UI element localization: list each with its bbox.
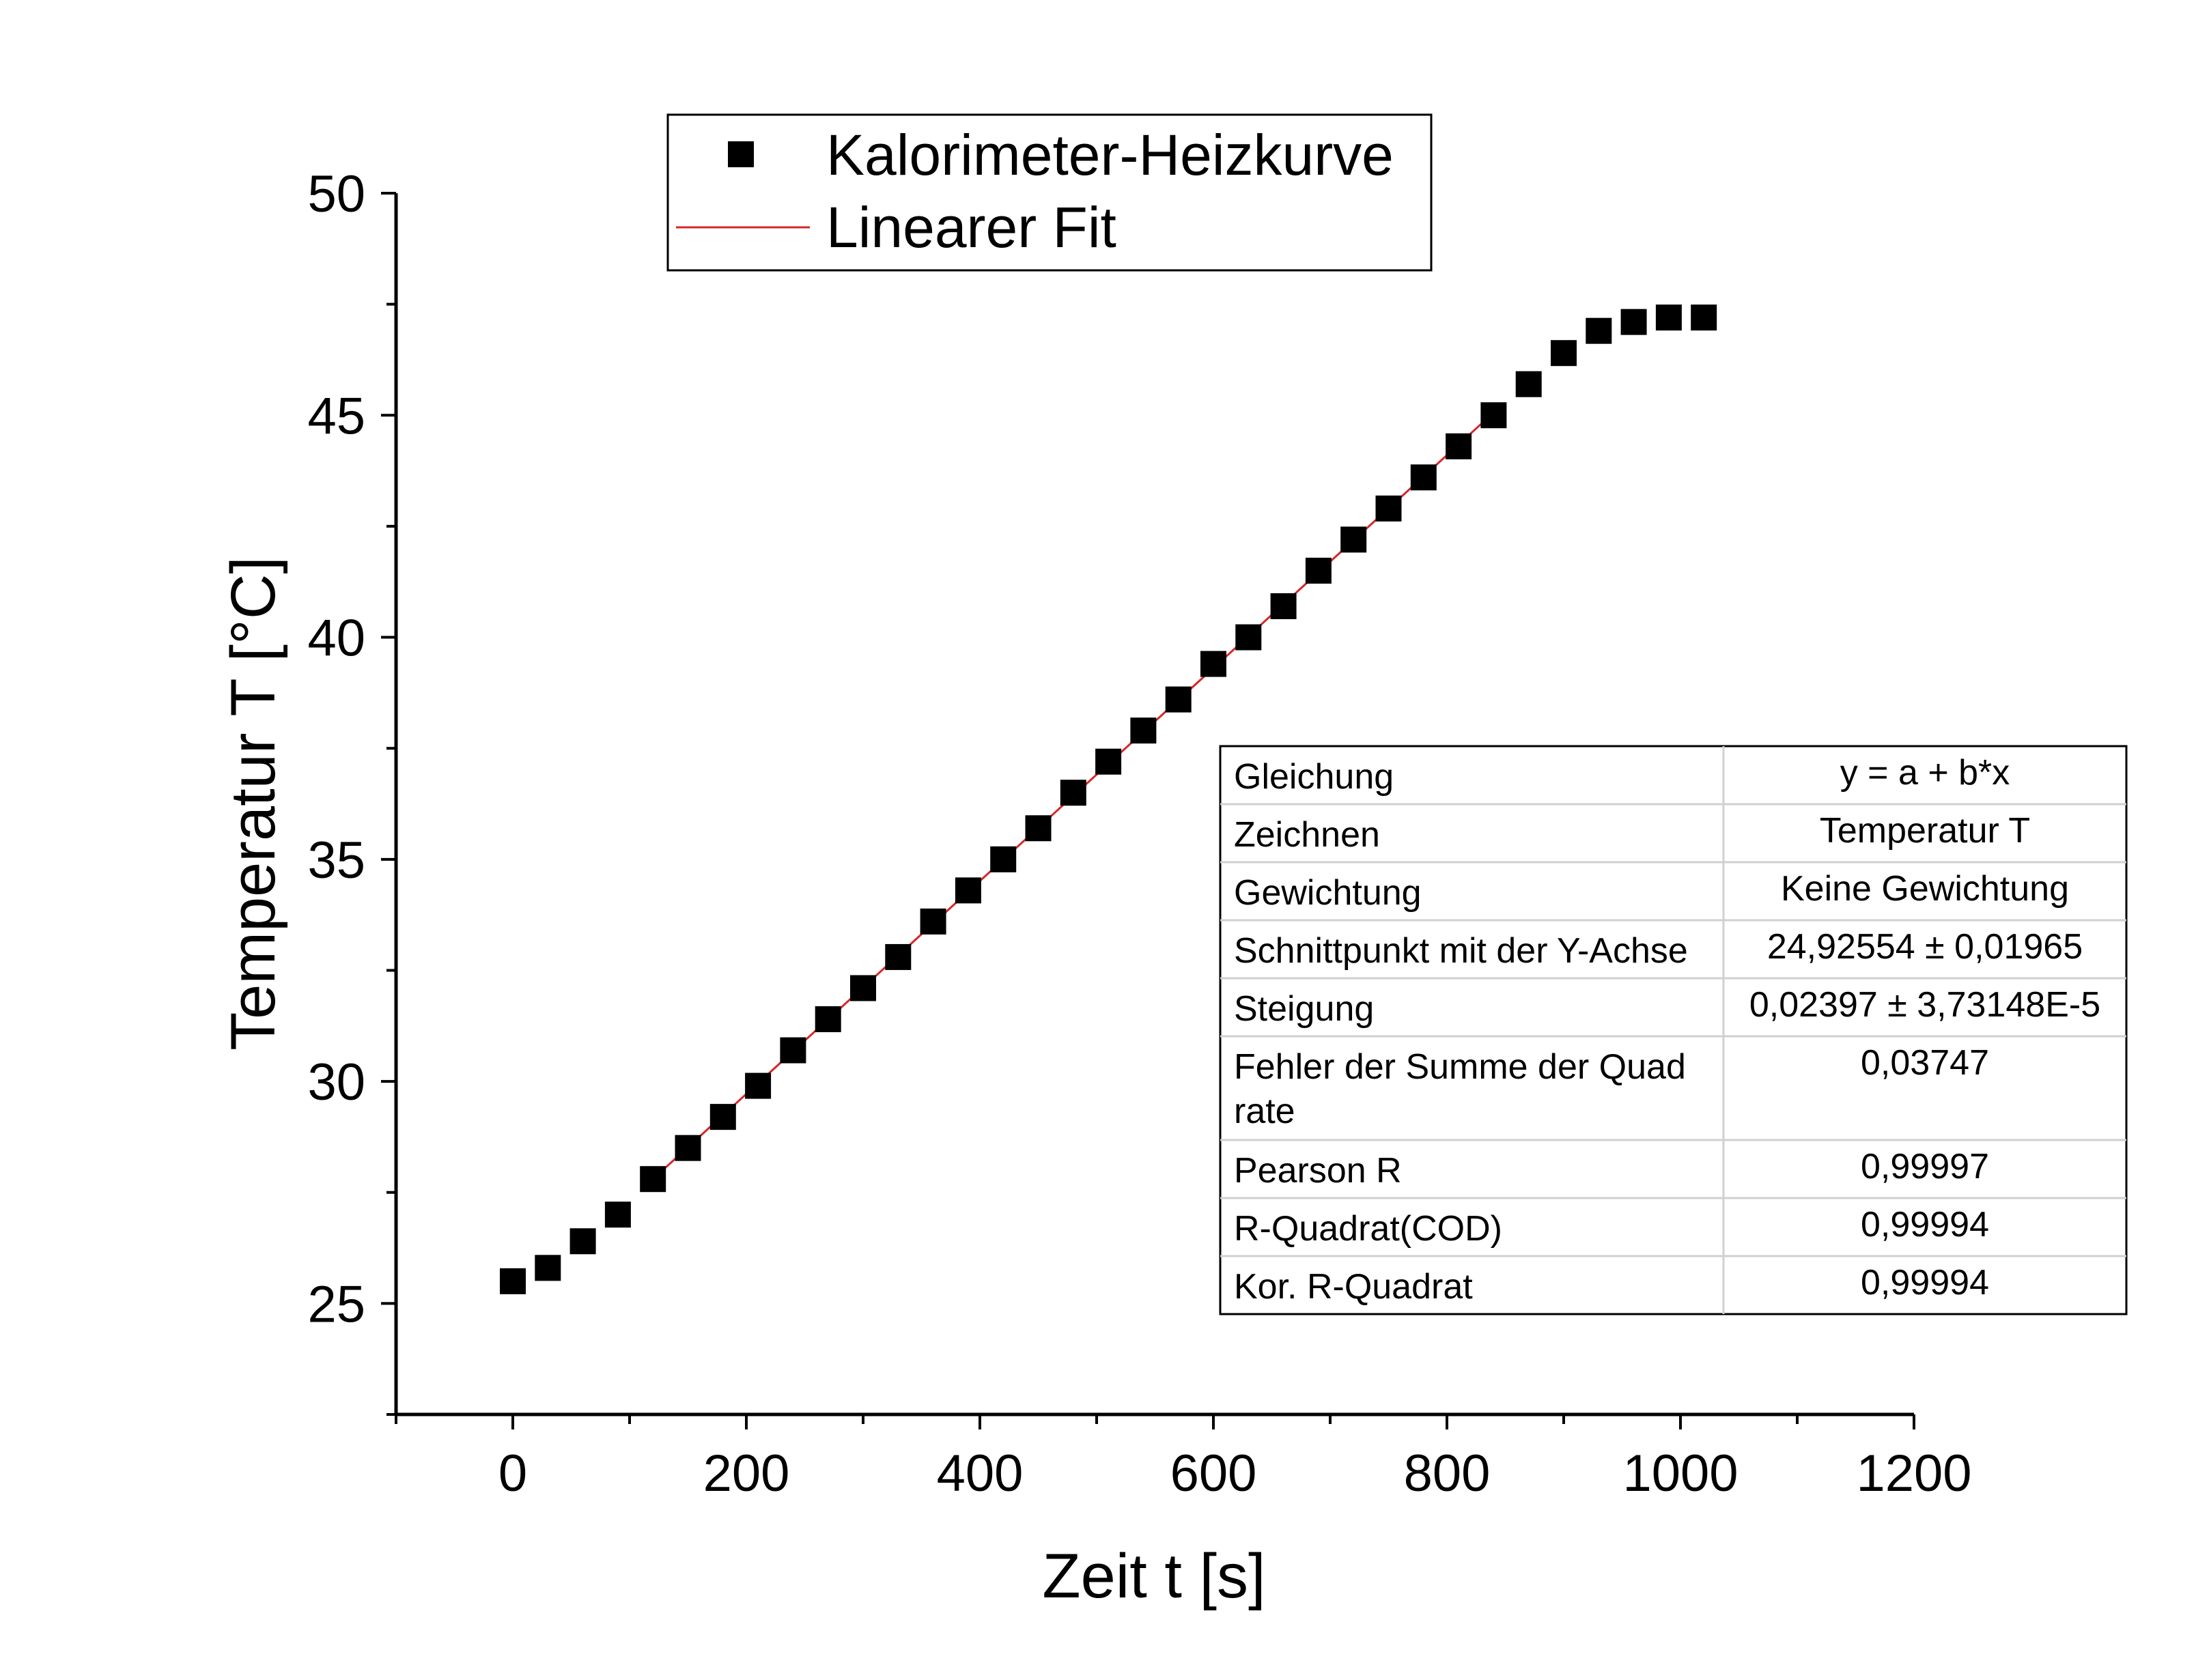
data-point	[1235, 624, 1262, 651]
data-point	[1095, 748, 1122, 775]
data-point	[1410, 464, 1437, 491]
data-point	[1130, 717, 1157, 744]
table-row-value: 24,92554 ± 0,01965	[1767, 927, 2083, 967]
data-point	[569, 1228, 596, 1255]
data-point	[955, 877, 981, 904]
data-point	[1655, 304, 1682, 331]
y-tick-label: 25	[307, 1275, 365, 1333]
fit-results-table: Gleichung y = a + b*x Zeichnen Temperatur T…	[1219, 745, 2128, 1315]
y-tick-label: 40	[307, 610, 365, 668]
data-point	[1480, 402, 1507, 429]
table-row-label: Kor. R-Quadrat	[1234, 1267, 1473, 1307]
data-point	[1586, 317, 1612, 344]
x-tick-label: 200	[703, 1444, 790, 1503]
table-row-value: 0,03747	[1861, 1043, 1989, 1083]
y-tick-label: 45	[307, 387, 365, 445]
legend-label-heizkurve: Kalorimeter-Heizkurve	[826, 123, 1394, 187]
data-point	[815, 1006, 841, 1033]
data-point	[1620, 309, 1647, 335]
table-row-label: Schnittpunkt mit der Y-Achse	[1234, 931, 1688, 971]
data-point	[885, 943, 912, 970]
legend: Kalorimeter-Heizkurve Linearer Fit	[666, 113, 1433, 272]
legend-box	[666, 113, 1433, 272]
data-point	[1446, 433, 1472, 459]
data-point	[1305, 557, 1332, 584]
y-tick-label: 50	[307, 165, 365, 223]
table-row-value: 0,99997	[1861, 1147, 1989, 1186]
data-point	[1691, 304, 1717, 331]
table-row-value: Temperatur T	[1820, 811, 2030, 851]
table-row-label: Fehler der Summe der Quad	[1234, 1047, 1686, 1087]
legend-label-fit: Linearer Fit	[826, 195, 1116, 259]
table-frame	[1219, 745, 2128, 1315]
y-axis-title: Temperatur T [°C]	[219, 556, 288, 1051]
axes: 0 200 400 600 800 1000 1200 25 30 35 40 45 50	[307, 165, 1971, 1503]
x-axis-title: Zeit t [s]	[1042, 1541, 1265, 1611]
table-row-value: 0,99994	[1861, 1263, 1989, 1302]
table-row-value: y = a + b*x	[1840, 753, 2010, 793]
legend-marker-square	[728, 141, 754, 167]
data-point	[1340, 526, 1367, 553]
data-point	[780, 1037, 806, 1064]
data-point	[535, 1255, 561, 1281]
table-row-label: Steigung	[1234, 989, 1374, 1029]
table-row-label-continued: rate	[1234, 1092, 1295, 1131]
data-point	[640, 1166, 666, 1193]
x-tick-label: 1000	[1622, 1444, 1738, 1503]
y-tick-label: 35	[307, 831, 365, 889]
data-point	[1200, 651, 1226, 677]
data-point	[500, 1268, 526, 1294]
x-tick-label: 400	[937, 1444, 1024, 1503]
x-tick-label: 0	[498, 1444, 527, 1503]
x-ticks: 0 200 400 600 800 1000 1200	[395, 1414, 1972, 1503]
data-point	[920, 908, 946, 935]
table-row-value: Keine Gewichtung	[1781, 869, 2069, 909]
table-row-label: Zeichnen	[1234, 815, 1380, 855]
x-tick-label: 600	[1170, 1444, 1257, 1503]
table-row-label: Gleichung	[1234, 757, 1394, 797]
table-row-value: 0,99994	[1861, 1205, 1989, 1244]
data-point	[675, 1135, 701, 1161]
data-point	[745, 1072, 772, 1099]
y-ticks: 25 30 35 40 45 50	[307, 165, 396, 1416]
marker-layer	[500, 304, 1717, 1294]
data-point	[1551, 340, 1577, 367]
data-point	[709, 1104, 736, 1130]
data-point	[1375, 495, 1402, 522]
y-tick-label: 30	[307, 1053, 365, 1111]
data-point	[850, 975, 876, 1001]
table-row-label: R-Quadrat(COD)	[1234, 1209, 1502, 1249]
data-point	[1515, 371, 1542, 397]
data-point	[604, 1201, 631, 1228]
x-tick-label: 1200	[1856, 1444, 1971, 1503]
x-tick-label: 800	[1404, 1444, 1491, 1503]
data-point	[1060, 780, 1086, 806]
table-row-label: Gewichtung	[1234, 873, 1422, 913]
table-row-value: 0,02397 ± 3,73148E-5	[1749, 985, 2100, 1025]
data-point	[1025, 815, 1052, 842]
data-point	[990, 846, 1017, 872]
data-point	[1270, 593, 1297, 620]
table-row-label: Pearson R	[1234, 1151, 1402, 1191]
data-point	[1165, 686, 1192, 713]
